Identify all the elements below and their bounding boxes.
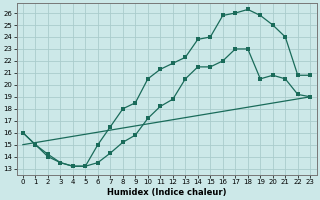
X-axis label: Humidex (Indice chaleur): Humidex (Indice chaleur): [107, 188, 226, 197]
